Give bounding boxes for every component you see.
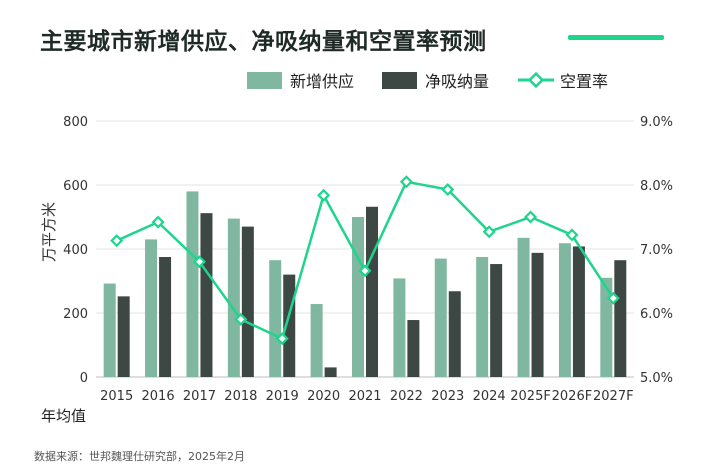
vacancy-marker-2022 [399, 175, 413, 189]
y-tick-label: 400 [63, 243, 88, 258]
bar-supply-2020 [310, 304, 323, 377]
vacancy-marker-2025F [524, 210, 538, 224]
bar-supply-2022 [393, 278, 406, 377]
bar-supply-2015 [103, 283, 116, 377]
y-tick-label: 200 [63, 307, 88, 322]
vacancy-marker-2026F [565, 228, 579, 242]
x-tick-label: 2019 [266, 389, 299, 404]
x-tick-label: 2018 [224, 389, 257, 404]
x-tick-label: 2020 [307, 389, 340, 404]
x-tick-label: 2022 [390, 389, 423, 404]
y-axis-label: 万平方米 [40, 202, 58, 262]
bar-absorption-2024 [490, 264, 503, 377]
x-tick-label: 2017 [183, 389, 216, 404]
bar-absorption-2022 [407, 320, 420, 377]
x-tick-label: 2015 [100, 389, 133, 404]
legend-label-vacancy: 空置率 [560, 72, 608, 91]
bar-absorption-2025F [531, 252, 544, 377]
bar-supply-2026F [558, 243, 571, 377]
bar-supply-2021 [352, 217, 364, 377]
x-tick-label: 2021 [348, 389, 381, 404]
vacancy-marker-2024 [482, 225, 496, 239]
bar-absorption-2017 [200, 213, 213, 377]
vacancy-marker-2018 [234, 312, 248, 326]
x-tick-label: 2016 [142, 389, 175, 404]
y-tick-label: 0 [80, 371, 88, 386]
bar-absorption-2021 [366, 206, 378, 377]
vacancy-marker-2015 [110, 234, 124, 248]
y-tick-label: 600 [63, 179, 88, 194]
legend-swatch-absorption [382, 72, 417, 89]
bar-absorption-2015 [117, 296, 130, 377]
y2-tick-label: 8.0% [640, 179, 673, 194]
bar-absorption-2020 [324, 367, 337, 377]
vacancy-marker-2027F [606, 291, 620, 305]
legend-label-absorption: 净吸纳量 [425, 72, 489, 91]
chart-legend: 新增供应 净吸纳量 空置率 [247, 71, 608, 91]
vacancy-marker-2020 [317, 188, 331, 202]
x-tick-label: 2026F [552, 389, 593, 404]
x-tick-label: 2024 [473, 389, 506, 404]
legend-label-supply: 新增供应 [290, 72, 354, 91]
y2-tick-label: 6.0% [640, 307, 673, 322]
source-note: 数据来源：世邦魏理仕研究部，2025年2月 [34, 450, 245, 463]
bar-supply-2019 [269, 260, 282, 377]
y2-tick-label: 9.0% [640, 115, 673, 130]
chart-title: 主要城市新增供应、净吸纳量和空置率预测 [40, 29, 487, 55]
legend-marker-vacancy [527, 71, 545, 89]
bar-supply-2025F [517, 237, 530, 377]
vacancy-marker-2023 [441, 182, 455, 196]
x-tick-label: 2027F [593, 389, 634, 404]
vacancy-marker-2016 [151, 215, 165, 229]
bar-absorption-2027F [614, 260, 627, 377]
vacancy-marker-2019 [275, 332, 289, 346]
x-axis-label: 年均值 [41, 407, 86, 425]
x-tick-label: 2023 [431, 389, 464, 404]
vacancy-marker-2017 [192, 255, 206, 269]
bar-supply-2024 [476, 257, 489, 377]
title-accent-line [568, 35, 664, 40]
bar-supply-2017 [186, 191, 199, 377]
y2-tick-label: 7.0% [640, 243, 673, 258]
bar-absorption-2018 [241, 226, 254, 377]
x-tick-label: 2025F [510, 389, 551, 404]
y2-tick-label: 5.0% [640, 371, 673, 386]
bar-absorption-2016 [159, 257, 172, 377]
bar-supply-2027F [600, 277, 613, 377]
vacancy-marker-2021 [358, 264, 372, 278]
bar-supply-2023 [434, 258, 447, 377]
chart-area: 新增供应 净吸纳量 空置率 0 200 400 600 800 5.0% 6.0% 7.0%… [40, 71, 673, 425]
bar-absorption-2023 [448, 291, 461, 377]
legend-swatch-supply [247, 72, 282, 89]
bar-supply-2016 [145, 239, 158, 377]
bar-supply-2018 [227, 218, 240, 377]
y-tick-label: 800 [63, 115, 88, 130]
bar-absorption-2026F [572, 246, 585, 377]
